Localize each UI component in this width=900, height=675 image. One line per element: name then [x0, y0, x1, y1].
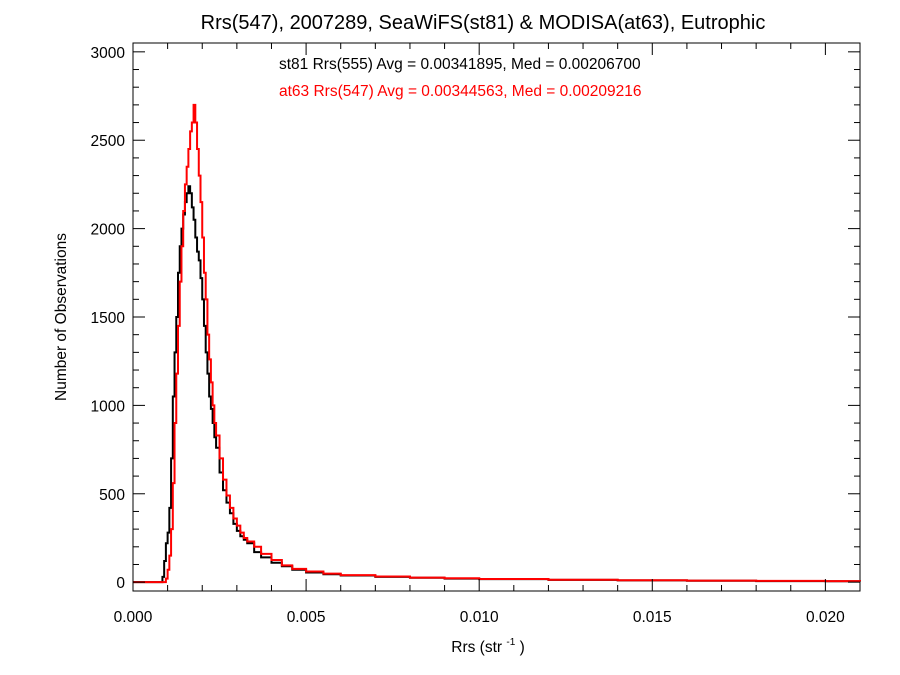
- x-axis-label-base: Rrs (str: [451, 639, 502, 656]
- chart-title: Rrs(547), 2007289, SeaWiFS(st81) & MODIS…: [201, 12, 766, 34]
- x-axis-label-end: ): [520, 639, 525, 656]
- x-tick-label: 0.000: [114, 609, 153, 626]
- y-tick-label: 1000: [91, 398, 126, 415]
- x-axis-label: Rrs (str -1 ): [451, 632, 525, 656]
- series-line-st81: [133, 185, 861, 584]
- legend: st81 Rrs(555) Avg = 0.00341895, Med = 0.…: [279, 56, 642, 100]
- y-tick-label: 2500: [91, 133, 126, 150]
- x-tick-label: 0.015: [633, 609, 672, 626]
- series-layer: [133, 103, 861, 584]
- plot-area: 0.000 0.005 0.010 0.015 0.020 0 500 1000 1500 200…: [91, 42, 861, 626]
- y-tick-label: 3000: [91, 45, 126, 62]
- legend-entry-at63: at63 Rrs(547) Avg = 0.00344563, Med = 0.…: [279, 83, 642, 100]
- x-tick-label: 0.020: [806, 609, 845, 626]
- y-tick-label: 2000: [91, 222, 126, 239]
- y-tick-label: 0: [116, 575, 125, 592]
- plot-frame: [132, 42, 861, 592]
- y-tick-label: 500: [99, 487, 125, 504]
- legend-entry-st81: st81 Rrs(555) Avg = 0.00341895, Med = 0.…: [279, 56, 641, 73]
- tick-layer: 0.000 0.005 0.010 0.015 0.020 0 500 1000 1500 200…: [91, 43, 861, 626]
- x-axis-label-superscript: -1: [506, 637, 515, 648]
- y-tick-label: 1500: [91, 310, 126, 327]
- x-tick-label: 0.010: [460, 609, 499, 626]
- x-tick-label: 0.005: [287, 609, 326, 626]
- series-line-at63: [133, 103, 861, 584]
- y-axis-label: Number of Observations: [53, 233, 70, 401]
